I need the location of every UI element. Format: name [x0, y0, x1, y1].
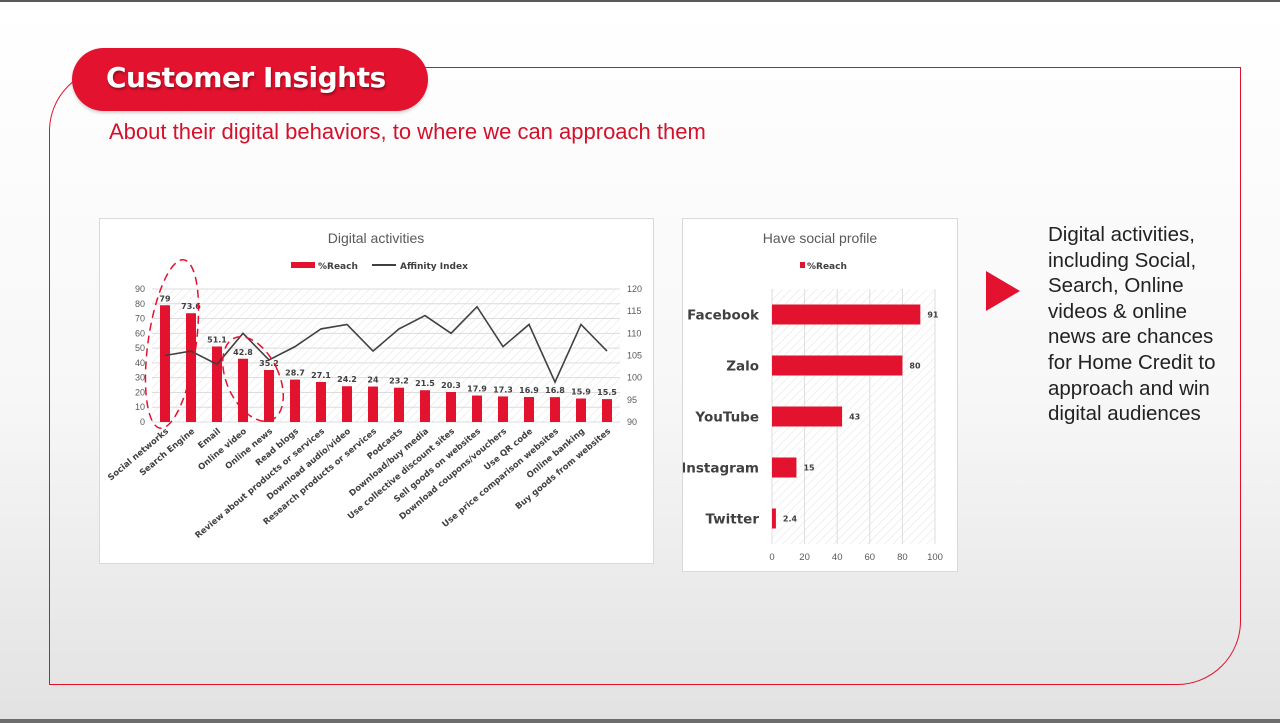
- bar-reach: [498, 396, 508, 422]
- x-tick-label: 100: [927, 552, 943, 563]
- bar-value-label: 21.5: [415, 379, 435, 388]
- bar-value-label: 17.3: [493, 385, 513, 394]
- legend-swatch-reach: [291, 262, 315, 268]
- bar-value-label: 80: [909, 362, 921, 371]
- bar-reach: [420, 390, 430, 422]
- category-label: Zalo: [726, 359, 759, 375]
- y2-tick-label: 110: [627, 328, 641, 338]
- bar-value-label: 15: [803, 464, 815, 473]
- bar-reach: [368, 386, 378, 422]
- y-tick-label: 40: [135, 358, 145, 368]
- bar-value-label: 51.1: [207, 335, 227, 344]
- x-tick-label: 60: [865, 552, 876, 563]
- top-border: [0, 0, 1280, 2]
- play-arrow-icon: [986, 271, 1020, 311]
- social-profile-svg: Have social profile %Reach 0 20 40 60 80 100 91 F…: [683, 230, 943, 563]
- plot-area: [152, 289, 620, 422]
- category-label: Facebook: [687, 308, 760, 324]
- legend-label-affinity: Affinity Index: [400, 262, 468, 272]
- bar-value-label: 2.4: [783, 515, 798, 524]
- bar-value-label: 27.1: [311, 371, 331, 380]
- bar-reach: [772, 304, 921, 325]
- bar-reach: [524, 397, 534, 422]
- y-tick-label: 0: [140, 417, 145, 427]
- page-title: Customer Insights: [106, 61, 386, 94]
- bar-reach: [602, 399, 612, 422]
- digital-activities-chart: Digital activities %Reach Affinity Index 0 1…: [99, 218, 654, 564]
- bar-reach: [446, 392, 456, 422]
- x-tick-label: 40: [832, 552, 843, 563]
- content-frame: [49, 67, 1241, 685]
- bar-value-label: 73.6: [181, 302, 201, 311]
- bar-reach: [290, 379, 300, 422]
- bar-value-label: 24.2: [337, 375, 357, 384]
- legend-label-reach: %Reach: [318, 262, 358, 272]
- legend-label-reach: %Reach: [807, 262, 847, 272]
- bar-value-label: 16.9: [519, 386, 539, 395]
- category-label: YouTube: [694, 410, 759, 426]
- affinity-line: [164, 305, 608, 385]
- bar-value-label: 23.2: [389, 377, 409, 386]
- social-profile-chart: Have social profile %Reach 0 20 40 60 80 100 91 F…: [682, 218, 958, 572]
- y-tick-label: 10: [135, 402, 145, 412]
- y2-tick-label: 90: [627, 417, 637, 427]
- bar-value-label: 15.9: [571, 388, 591, 397]
- title-pill: [72, 48, 428, 111]
- bar-value-label: 43: [849, 413, 860, 422]
- bottom-border: [0, 719, 1280, 723]
- insight-note: Digital activities, including Social, Se…: [1048, 223, 1216, 426]
- bar-reach: [342, 386, 352, 422]
- bar-reach: [186, 313, 196, 422]
- bar-reach: [576, 398, 586, 422]
- bar-value-label: 35.2: [259, 359, 279, 368]
- bar-reach: [212, 346, 222, 422]
- bar-reach: [472, 395, 482, 422]
- y-tick-label: 70: [135, 314, 145, 324]
- y-tick-label: 30: [135, 373, 145, 383]
- bar-reach: [772, 457, 797, 478]
- bar-value-label: 79: [159, 294, 171, 303]
- highlight-ellipse-video: [221, 336, 285, 422]
- bar-reach: [316, 381, 326, 422]
- bar-value-label: 42.8: [233, 348, 253, 357]
- y2-tick-label: 100: [627, 373, 642, 383]
- bar-reach: [772, 508, 776, 529]
- page-subtitle: About their digital behaviors, to where …: [109, 119, 706, 144]
- legend-swatch-reach: [800, 262, 805, 268]
- y2-tick-label: 120: [627, 284, 642, 294]
- bar-reach: [394, 387, 404, 422]
- bar-value-label: 16.8: [545, 386, 565, 395]
- bar-value-label: 24: [367, 376, 379, 385]
- digital-activities-svg: Digital activities %Reach Affinity Index 0 1…: [106, 230, 642, 541]
- bar-reach: [160, 305, 170, 422]
- y-tick-label: 20: [135, 387, 145, 397]
- bar-value-label: 15.5: [597, 388, 617, 397]
- y-tick-label: 90: [135, 284, 145, 294]
- bar-reach: [264, 369, 274, 422]
- y2-tick-label: 115: [627, 306, 641, 316]
- bar-reach: [550, 397, 560, 422]
- bar-reach: [772, 406, 843, 427]
- category-label: Instagram: [683, 461, 759, 477]
- y-tick-label: 50: [135, 343, 145, 353]
- y2-tick-label: 95: [627, 395, 637, 405]
- x-tick-label: 20: [799, 552, 810, 563]
- x-tick-label: 80: [897, 552, 908, 563]
- highlight-ellipse-search: [144, 259, 200, 429]
- bar-value-label: 17.9: [467, 385, 487, 394]
- chart-title: Have social profile: [763, 230, 878, 246]
- bar-reach: [772, 355, 903, 376]
- category-label: Twitter: [705, 512, 759, 528]
- bar-reach: [238, 358, 248, 422]
- bar-value-label: 28.7: [285, 369, 305, 378]
- y-tick-label: 80: [135, 299, 145, 309]
- chart-title: Digital activities: [328, 230, 424, 246]
- y-tick-label: 60: [135, 328, 145, 338]
- y2-tick-label: 105: [627, 351, 642, 361]
- bar-value-label: 91: [927, 311, 939, 320]
- x-tick-label: 0: [769, 552, 774, 563]
- bar-value-label: 20.3: [441, 381, 461, 390]
